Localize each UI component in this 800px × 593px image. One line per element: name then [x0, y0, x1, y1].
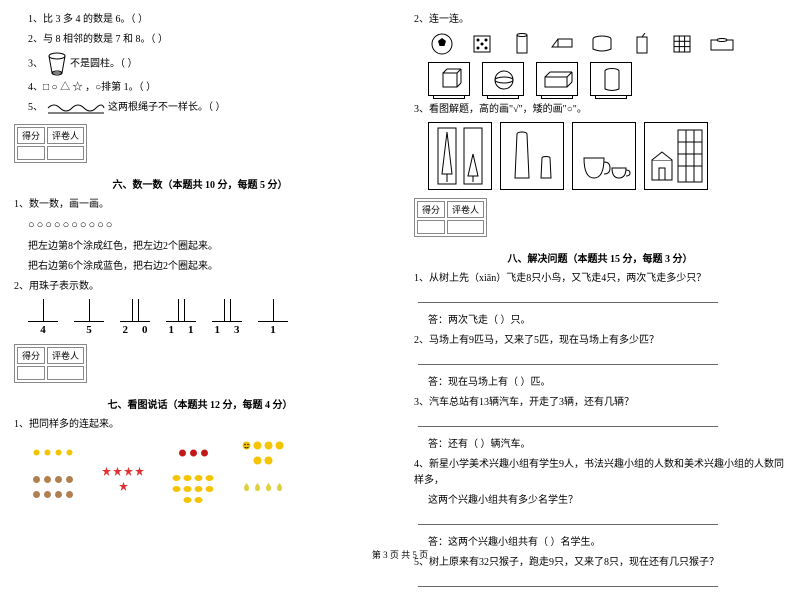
- match-grid: [28, 439, 386, 501]
- r4: 4、新星小学美术兴趣小组有学生9人，书法兴趣小组的人数和美术兴趣小组的人数同样多…: [414, 457, 786, 489]
- score-box-8: 得分评卷人: [414, 198, 487, 237]
- r1a: 答：两次飞走（ ）只。: [428, 313, 786, 329]
- r-q3: 3、看图解题，高的画"√"，矮的画"○"。: [414, 102, 786, 118]
- answer-blank[interactable]: [418, 291, 718, 303]
- answer-blank[interactable]: [418, 513, 718, 525]
- s6-1: 1、数一数，画一画。: [14, 197, 386, 213]
- grader-label: 评卷人: [47, 127, 84, 144]
- abacus-3: 20: [120, 299, 150, 336]
- q3: 3、 不是圆柱。（ ）: [28, 52, 386, 76]
- apple-cluster: [168, 439, 218, 467]
- score-box-7: 得分评卷人: [14, 344, 87, 383]
- score-label: 得分: [17, 347, 45, 364]
- abacus-num: 3: [234, 324, 240, 336]
- wavy-line-icon: [46, 101, 106, 115]
- r4b: 这两个兴趣小组共有多少名学生？: [428, 493, 786, 509]
- connect-top: [428, 32, 786, 56]
- smile-cluster: [238, 439, 288, 467]
- q1: 1、比 3 多 4 的数是 6。（ ）: [28, 12, 386, 28]
- abacus-num: 1: [270, 324, 276, 336]
- shelf-cylinder: [590, 62, 632, 96]
- col-stars: [98, 439, 148, 501]
- rubik-icon: [668, 32, 696, 56]
- col-smiles: [238, 439, 288, 501]
- right-column: 2、连一连。 3、看图解题，高的画"√"，矮的画"○"。 得分评卷人 八、解决问…: [400, 0, 800, 565]
- col-suns: [28, 439, 78, 501]
- r1: 1、从树上先（xiān）飞走8只小鸟，又飞走4只，两次飞走多少只？: [414, 271, 786, 287]
- q3-pre: 3、: [28, 58, 43, 69]
- q4: 4、□ ○ △ ☆ ，○排第 1。（ ）: [28, 80, 386, 96]
- score-label: 得分: [417, 201, 445, 218]
- s6-1b: 把右边第6个涂成蓝色，把右边2个圈起来。: [28, 259, 386, 275]
- r3: 3、汽车总站有13辆汽车，开走了3辆，还有几辆？: [414, 395, 786, 411]
- pic-cups: [572, 122, 636, 190]
- answer-blank[interactable]: [418, 353, 718, 365]
- eraser-icon: [548, 32, 576, 56]
- abacus-num: 0: [142, 324, 148, 336]
- shelf-sphere: [482, 62, 524, 96]
- abacus-5: 13: [212, 299, 242, 336]
- q5-pre: 5、: [28, 102, 43, 113]
- s7-1: 1、把同样多的连起来。: [14, 417, 386, 433]
- answer-blank[interactable]: [418, 415, 718, 427]
- abacus-num: 4: [40, 324, 46, 336]
- drum-icon: [588, 32, 616, 56]
- left-column: 1、比 3 多 4 的数是 6。（ ） 2、与 8 相邻的数是 7 和 8。（ …: [0, 0, 400, 565]
- pic-trees: [428, 122, 492, 190]
- sun-cluster-top: [28, 439, 78, 467]
- connect-bottom: [428, 62, 786, 96]
- q2: 2、与 8 相邻的数是 7 和 8。（ ）: [28, 32, 386, 48]
- shelf-cuboid: [536, 62, 578, 96]
- abacus-num: 1: [215, 324, 221, 336]
- abacus-1: 4: [28, 299, 58, 336]
- cup-icon: [46, 52, 68, 76]
- r3a: 答：还有（ ）辆汽车。: [428, 437, 786, 453]
- shelf-cube: [428, 62, 470, 96]
- duck-cluster: [168, 473, 218, 501]
- juice-box-icon: [628, 32, 656, 56]
- tall-short-row: [428, 122, 786, 190]
- grader-label: 评卷人: [47, 347, 84, 364]
- pear-cluster: [238, 473, 288, 501]
- s6-1a: 把左边第8个涂成红色，把左边2个圈起来。: [28, 239, 386, 255]
- pic-buildings: [644, 122, 708, 190]
- can-icon: [508, 32, 536, 56]
- abacus-4: 11: [166, 299, 196, 336]
- answer-blank[interactable]: [418, 575, 718, 587]
- soccer-ball-icon: [428, 32, 456, 56]
- section-8-title: 八、解决问题（本题共 15 分，每题 3 分）: [414, 250, 786, 265]
- abacus-num: 1: [188, 324, 194, 336]
- bear-cluster: [28, 473, 78, 501]
- score-box-6: 得分评卷人: [14, 124, 87, 163]
- r-q2: 2、连一连。: [414, 12, 786, 28]
- grader-label: 评卷人: [447, 201, 484, 218]
- section-6-title: 六、数一数（本题共 10 分，每题 5 分）: [14, 176, 386, 191]
- abacus-num: 1: [169, 324, 175, 336]
- abacus-2: 5: [74, 299, 104, 336]
- dice-icon: [468, 32, 496, 56]
- q5-post: 这两根绳子不一样长。（ ）: [108, 102, 226, 113]
- circle-row: ○○○○○○○○○○: [28, 217, 386, 235]
- r2a: 答：现在马场上有（ ）匹。: [428, 375, 786, 391]
- spacer: [98, 439, 148, 459]
- abacus-row: 4 5 20 11 13 1: [28, 299, 386, 336]
- q5: 5、 这两根绳子不一样长。（ ）: [28, 100, 386, 116]
- abacus-num: 5: [86, 324, 92, 336]
- page-footer: 第 3 页 共 5 页: [0, 548, 800, 561]
- section-7-title: 七、看图说话（本题共 12 分，每题 4 分）: [14, 396, 386, 411]
- score-label: 得分: [17, 127, 45, 144]
- abacus-6: 1: [258, 299, 288, 336]
- q3-post: 不是圆柱。（ ）: [70, 58, 138, 69]
- col-apples: [168, 439, 218, 501]
- pic-thermos: [500, 122, 564, 190]
- r2: 2、马场上有9匹马，又来了5匹，现在马场上有多少匹？: [414, 333, 786, 349]
- abacus-num: 2: [123, 324, 129, 336]
- star-cluster: [98, 465, 148, 493]
- tissue-box-icon: [708, 32, 736, 56]
- s6-2: 2、用珠子表示数。: [14, 279, 386, 295]
